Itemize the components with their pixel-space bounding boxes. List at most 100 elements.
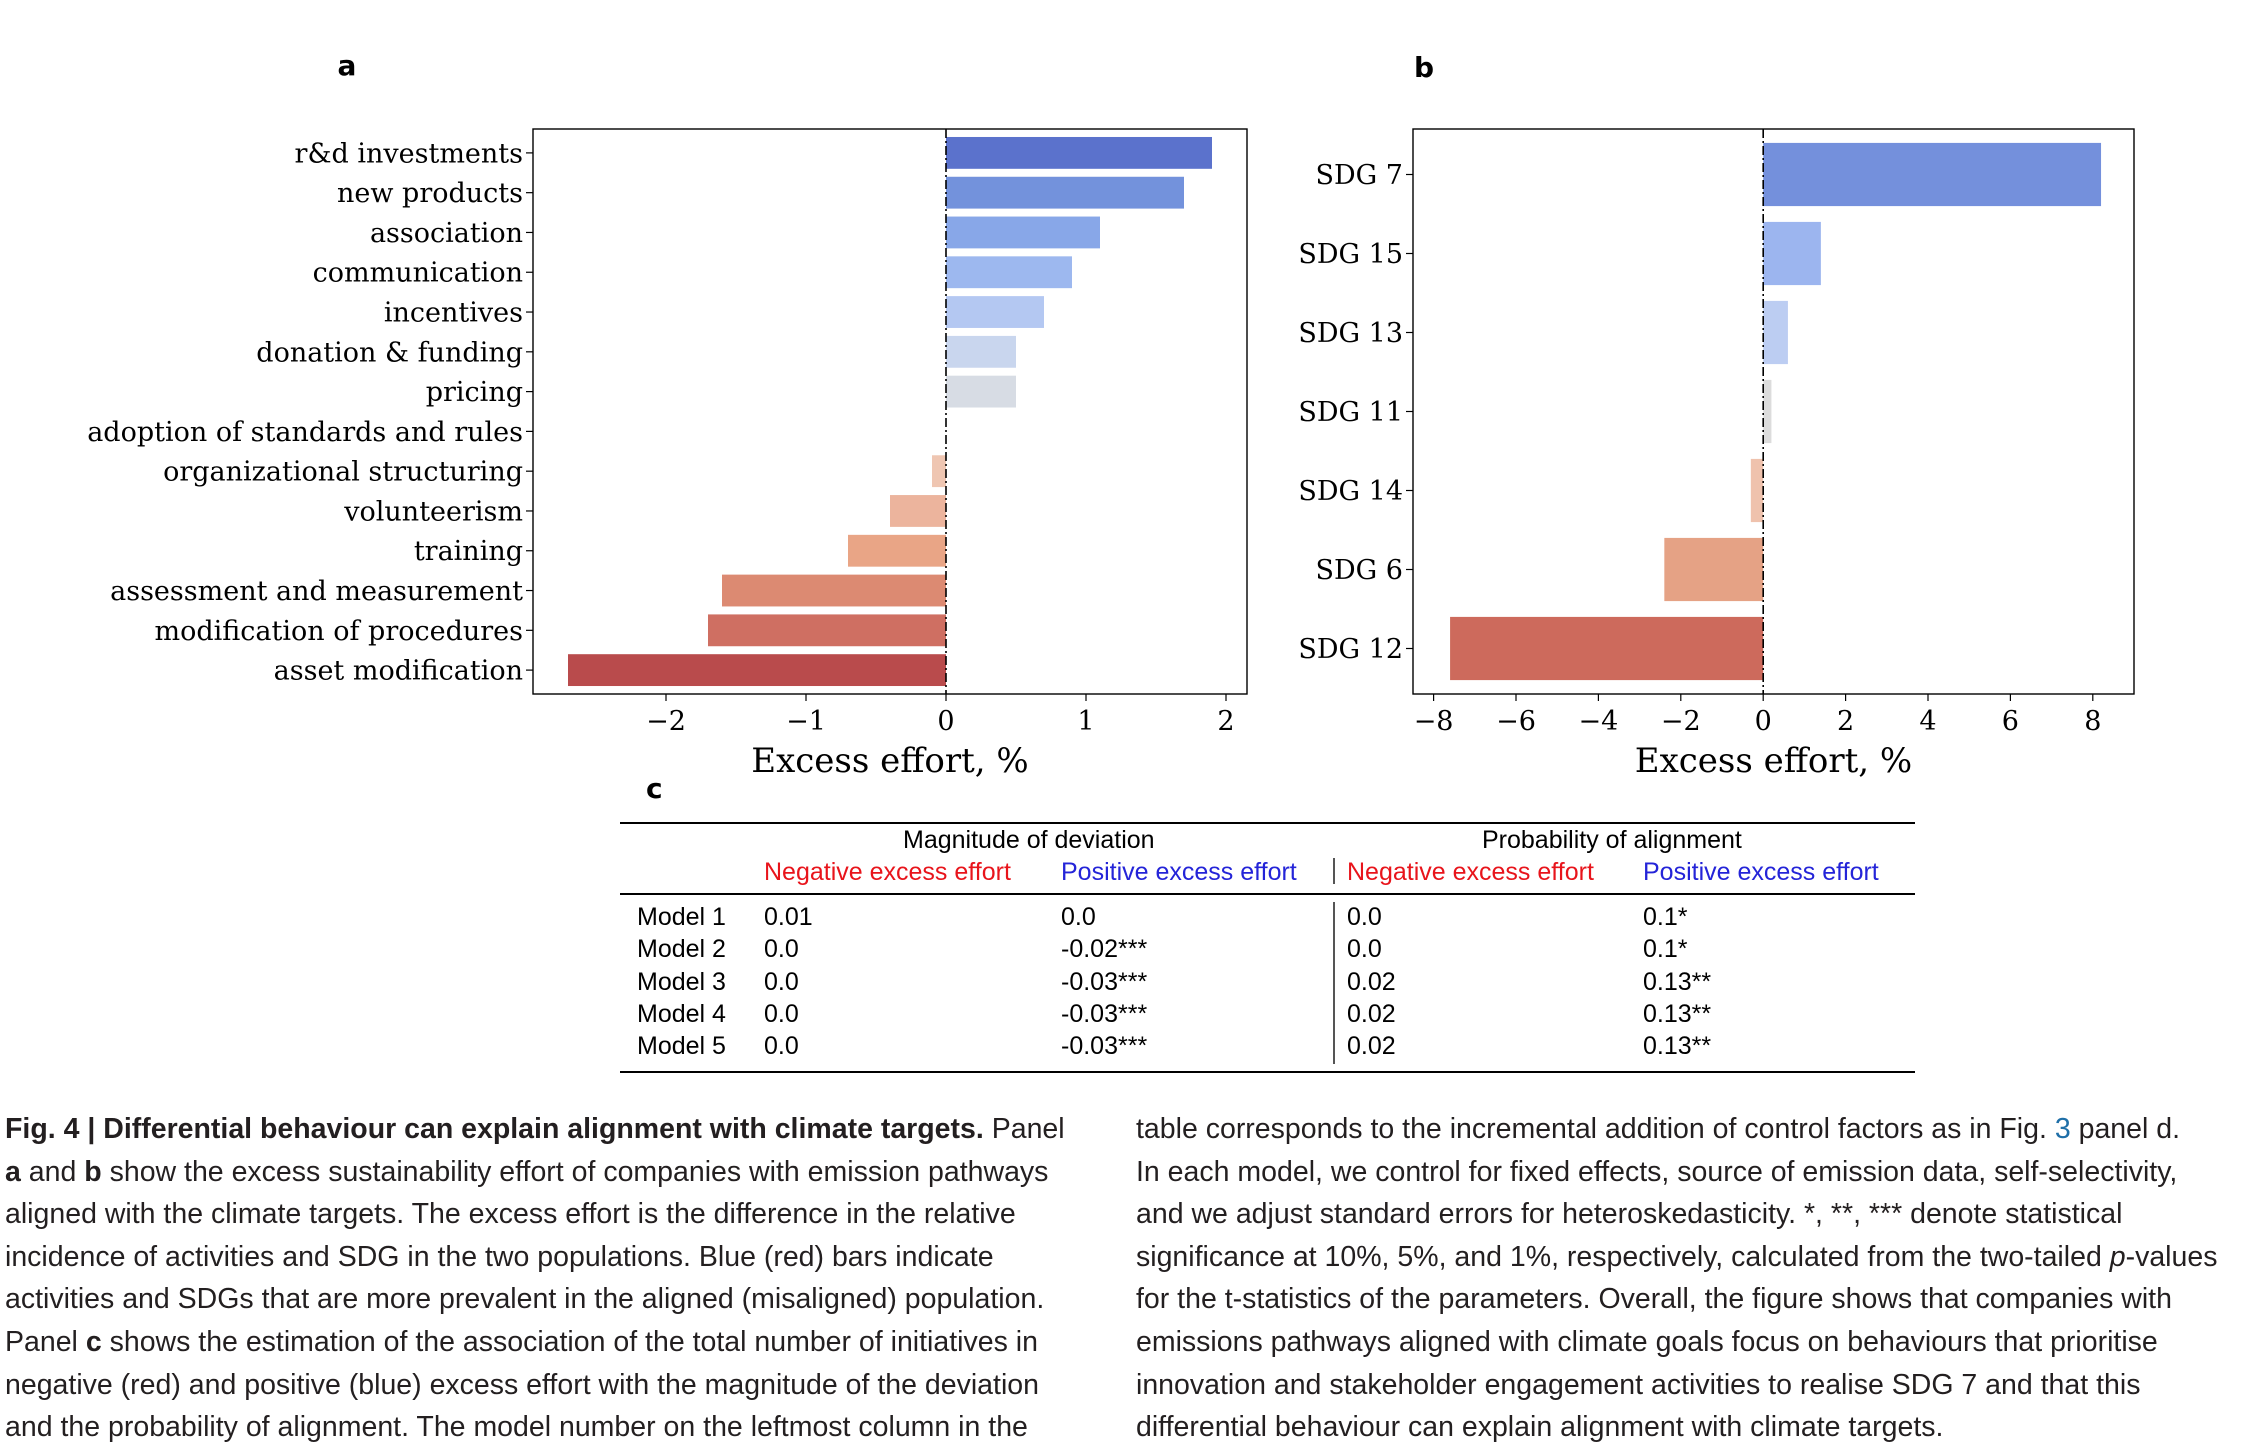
bar-donation-funding <box>946 335 1016 368</box>
category-label: SDG 6 <box>1316 555 1403 586</box>
caption-text: for the t-statistics of the parameters. … <box>1136 1283 2172 1316</box>
bar-pricing <box>946 375 1016 408</box>
table-bottom-rule <box>620 1071 1915 1073</box>
x-tick-label: 0 <box>1755 706 1772 737</box>
category-label: SDG 7 <box>1316 160 1403 191</box>
x-tick-label: −2 <box>1661 706 1701 737</box>
caption-line: table corresponds to the incremental add… <box>1136 1108 2217 1151</box>
panel-letter-a: a <box>338 49 357 82</box>
table-mid-rule <box>620 893 1915 895</box>
caption-text: c <box>85 1325 102 1358</box>
category-label: SDG 13 <box>1298 318 1403 349</box>
category-label: donation & funding <box>256 337 523 368</box>
bar-communication <box>946 256 1072 289</box>
caption-text: innovation and stakeholder engagement ac… <box>1136 1368 2141 1401</box>
category-label: communication <box>313 258 523 289</box>
category-label: SDG 14 <box>1298 476 1403 507</box>
panel-c-letter: c <box>646 772 663 805</box>
x-tick-label: 4 <box>1919 706 1936 737</box>
category-label: volunteerism <box>343 496 523 527</box>
caption-line: innovation and stakeholder engagement ac… <box>1136 1364 2217 1407</box>
x-tick-label: 0 <box>937 706 954 737</box>
bar-sdg-15 <box>1763 221 1821 286</box>
panel-a-chart: r&d investments new products association co… <box>87 49 1248 781</box>
x-tick-label: −1 <box>786 706 826 737</box>
bar-volunteerism <box>890 495 946 527</box>
group-header: Magnitude of deviation <box>903 826 1155 854</box>
bar-training <box>848 534 946 567</box>
caption-line: and the probability of alignment. The mo… <box>5 1406 1065 1449</box>
category-label: association <box>370 218 523 249</box>
caption-line: significance at 10%, 5%, and 1%, respect… <box>1136 1236 2217 1279</box>
column-header: Positive excess effort <box>1643 858 1879 886</box>
category-label: SDG 11 <box>1298 397 1403 428</box>
table-cell: 0.0 <box>1061 903 1096 931</box>
x-axis-label: Excess effort, % <box>1635 741 1912 781</box>
group-header: Probability of alignment <box>1482 826 1742 854</box>
bar-assessment-and-measurement <box>722 574 946 607</box>
caption-text: In each model, we control for fixed effe… <box>1136 1155 2178 1188</box>
bar-association <box>946 216 1100 249</box>
category-label: new products <box>337 178 523 209</box>
caption-text: b <box>84 1155 102 1188</box>
table-divider <box>1333 902 1335 1064</box>
caption-line: for the t-statistics of the parameters. … <box>1136 1278 2217 1321</box>
table-cell: 0.0 <box>764 999 799 1028</box>
column-header: Negative excess effort <box>764 858 1011 886</box>
table-top-rule <box>620 822 1915 824</box>
table-cell: 0.0 <box>764 967 799 996</box>
caption-right-column: table corresponds to the incremental add… <box>1136 1108 2217 1449</box>
bar-sdg-13 <box>1763 300 1788 365</box>
figure-reference-link[interactable]: 3 <box>2054 1113 2071 1145</box>
caption-text: Panel <box>5 1325 86 1358</box>
plot-frame <box>532 128 1248 695</box>
table-cell: 0.0 <box>1347 935 1382 964</box>
caption-line: negative (red) and positive (blue) exces… <box>5 1364 1065 1407</box>
table-cell: 0.02 <box>1347 1032 1396 1061</box>
table-cell: 0.01 <box>764 903 813 931</box>
x-tick-label: 2 <box>1217 706 1234 737</box>
table-cell: 0.13** <box>1643 999 1712 1028</box>
x-tick-label: −4 <box>1578 706 1618 737</box>
category-label: incentives <box>384 297 523 328</box>
category-label: SDG 15 <box>1298 239 1403 270</box>
bar-sdg-7 <box>1763 142 2102 207</box>
caption-text: incidence of activities and SDG in the t… <box>5 1240 994 1273</box>
table-cell: 0.02 <box>1347 999 1396 1028</box>
caption-text: and the probability of alignment. The mo… <box>5 1411 1028 1444</box>
bar-sdg-11 <box>1763 379 1772 444</box>
caption-text: activities and SDGs that are more preval… <box>5 1283 1045 1316</box>
category-label: adoption of standards and rules <box>87 417 523 448</box>
x-tick-label: 1 <box>1077 706 1094 737</box>
panel-letter-b: b <box>1414 51 1434 84</box>
x-tick-label: −6 <box>1496 706 1536 737</box>
x-tick-label: 6 <box>2002 706 2019 737</box>
row-label: Model 1 <box>637 903 726 931</box>
caption-text: shows the estimation of the association … <box>101 1325 1038 1358</box>
row-label: Model 2 <box>637 935 726 964</box>
table-cell: -0.03*** <box>1061 967 1148 996</box>
category-label: SDG 12 <box>1298 634 1403 665</box>
caption-line: incidence of activities and SDG in the t… <box>5 1236 1065 1279</box>
caption-line: aligned with the climate targets. The ex… <box>5 1193 1065 1236</box>
table-cell: 0.0 <box>764 935 799 964</box>
x-axis-label: Excess effort, % <box>751 741 1028 781</box>
table-cell: 0.02 <box>1347 967 1396 996</box>
bar-organizational-structuring <box>932 455 946 488</box>
bar-new-products <box>946 176 1184 209</box>
caption-line: activities and SDGs that are more preval… <box>5 1278 1065 1321</box>
caption-left-column: Fig. 4 | Differential behaviour can expl… <box>5 1108 1065 1449</box>
column-header: Negative excess effort <box>1347 858 1594 886</box>
row-label: Model 5 <box>637 1032 726 1061</box>
x-tick-label: 8 <box>2084 706 2101 737</box>
caption-text: significance at 10%, 5%, and 1%, respect… <box>1136 1240 2110 1273</box>
bar-modification-of-procedures <box>708 614 946 647</box>
table-cell: 0.1* <box>1643 935 1688 964</box>
panel-b-chart: SDG 7 SDG 15 SDG 13 SDG 11 SDG 14 SDG 6 SDG 12… <box>1298 51 2135 781</box>
bar-asset-modification <box>568 654 946 687</box>
caption-line: Fig. 4 | Differential behaviour can expl… <box>5 1108 1065 1151</box>
table-divider <box>1333 858 1335 884</box>
table-cell: 0.1* <box>1643 903 1688 931</box>
table-cell: 0.13** <box>1643 967 1712 996</box>
